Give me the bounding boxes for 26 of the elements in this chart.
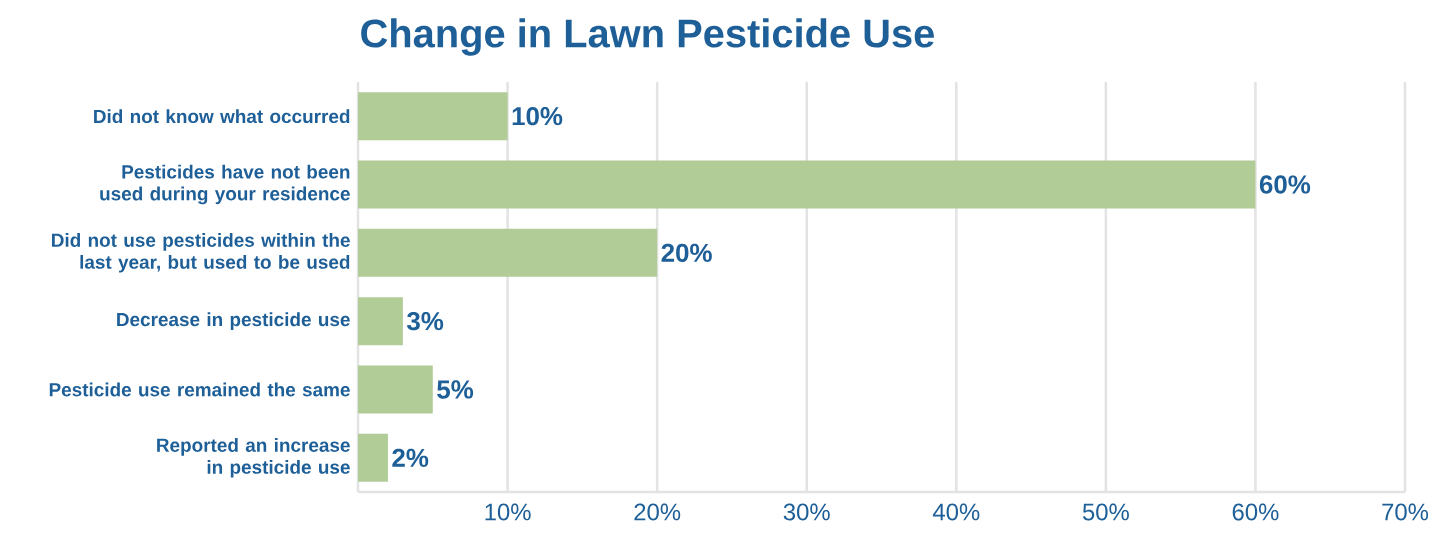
bar bbox=[358, 297, 403, 346]
bar bbox=[358, 228, 658, 277]
x-tick-label: 10% bbox=[485, 503, 531, 521]
y-tick-label: Reported an increase in pesticide use bbox=[157, 438, 350, 478]
y-tick-label: Pesticides have not been used during your residence bbox=[100, 164, 350, 205]
data-label: 10% bbox=[512, 106, 563, 126]
x-tick-label: 20% bbox=[634, 503, 681, 521]
data-label: 2% bbox=[392, 448, 429, 467]
y-tick-label: Pesticide use remained the same bbox=[49, 382, 350, 397]
bar bbox=[358, 160, 1256, 209]
y-tick-label: Decrease in pesticide use bbox=[117, 312, 350, 330]
data-label: 20% bbox=[661, 243, 712, 262]
data-label: 5% bbox=[437, 380, 474, 399]
bar bbox=[358, 365, 433, 414]
data-label: 3% bbox=[407, 311, 444, 331]
y-tick-label: Did not use pesticides within the last year, but used to be used bbox=[52, 233, 350, 273]
chart-title: Change in Lawn Pesticide Use bbox=[361, 18, 934, 56]
x-tick-label: 50% bbox=[1082, 503, 1129, 521]
x-tick-label: 30% bbox=[783, 503, 830, 521]
x-tick-label: 70% bbox=[1382, 503, 1429, 521]
bar bbox=[358, 433, 388, 482]
bar bbox=[358, 92, 508, 141]
y-tick-label: Did not know what occurred bbox=[94, 109, 350, 124]
x-tick-label: 60% bbox=[1232, 503, 1279, 521]
x-tick-label: 40% bbox=[932, 503, 980, 521]
data-label: 60% bbox=[1259, 175, 1311, 194]
